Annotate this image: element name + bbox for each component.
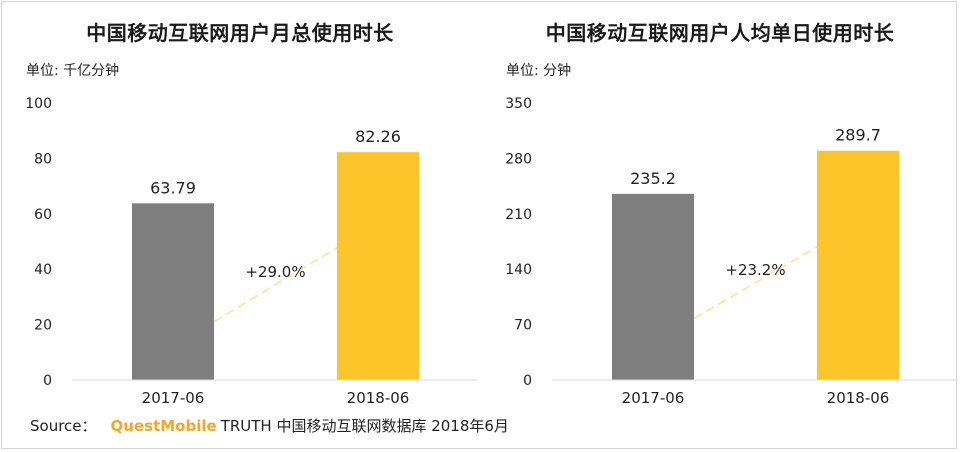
y-tick-label: 70 xyxy=(514,318,532,334)
bar-chart-svg: 0 20 40 60 80 100 +29.0% 63.79 2017-06 82.26 2018-… xyxy=(25,96,478,405)
unit-label: 单位: 分钟 xyxy=(506,63,572,79)
source-note: Source： QuestMobile TRUTH 中国移动互联网数据库 2018年… xyxy=(30,415,509,436)
x-tick-label: 2018-06 xyxy=(347,389,410,405)
bar-2017-06 xyxy=(132,203,214,380)
bar-2018-06 xyxy=(817,150,899,380)
y-tick-label: 350 xyxy=(505,96,532,112)
growth-rate-label: +29.0% xyxy=(245,263,305,281)
bar-value-label: 235.2 xyxy=(630,169,676,188)
chart-panel-left: 中国移动互联网用户月总使用时长 单位: 千亿分钟 0 20 40 60 80 100 +29… xyxy=(0,0,480,405)
growth-trend-line xyxy=(693,246,818,320)
x-tick-label: 2017-06 xyxy=(142,389,205,405)
chart-title: 中国移动互联网用户月总使用时长 xyxy=(86,21,394,45)
y-tick-label: 20 xyxy=(34,318,52,334)
y-tick-label: 100 xyxy=(25,96,52,112)
x-tick-label: 2017-06 xyxy=(622,389,685,405)
bar-2017-06 xyxy=(612,193,694,380)
y-tick-label: 140 xyxy=(505,262,532,278)
chart-title: 中国移动互联网用户人均单日使用时长 xyxy=(545,21,895,45)
y-tick-label: 0 xyxy=(523,373,532,389)
questmobile-logo-text: QuestMobile xyxy=(110,417,217,435)
y-tick-label: 0 xyxy=(43,373,52,389)
unit-label: 单位: 千亿分钟 xyxy=(26,63,120,79)
y-tick-label: 210 xyxy=(505,207,532,223)
growth-rate-label: +23.2% xyxy=(725,261,785,279)
bar-value-label: 289.7 xyxy=(835,126,881,145)
bar-2018-06 xyxy=(337,152,419,380)
y-tick-label: 60 xyxy=(34,207,52,223)
y-tick-label: 40 xyxy=(34,262,52,278)
x-tick-label: 2018-06 xyxy=(827,389,890,405)
chart-panel-right: 中国移动互联网用户人均单日使用时长 单位: 分钟 0 70 140 210 280 350… xyxy=(480,0,960,405)
source-text: TRUTH 中国移动互联网数据库 2018年6月 xyxy=(220,417,509,435)
y-tick-label: 80 xyxy=(34,151,52,167)
y-tick-label: 280 xyxy=(505,151,532,167)
bar-value-label: 82.26 xyxy=(355,127,401,146)
source-prefix: Source： xyxy=(30,417,97,435)
bar-chart-svg: 0 70 140 210 280 350 +23.2% 235.2 2017-06 289.7 20… xyxy=(505,96,958,405)
bar-value-label: 63.79 xyxy=(150,178,196,197)
growth-trend-line xyxy=(213,246,338,323)
